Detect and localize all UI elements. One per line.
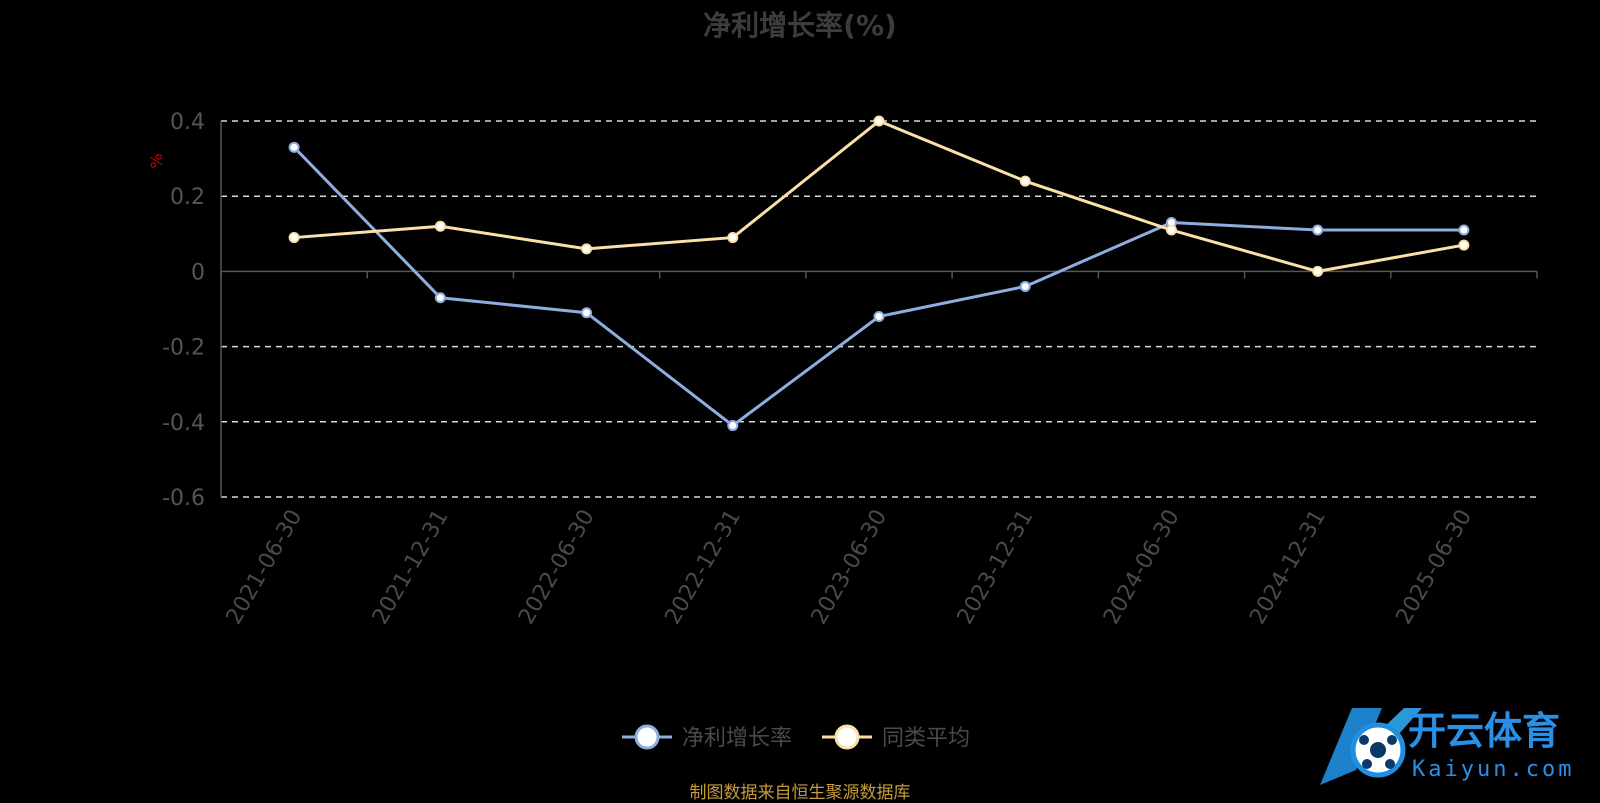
x-tick-labels: 2021-06-30 2021-12-31 2022-06-30 2022-12-31… xyxy=(222,506,1477,629)
data-point xyxy=(727,232,739,244)
data-point xyxy=(1312,265,1324,277)
y-tick-labels: 0.4 0.2 0 -0.2 -0.4 -0.6 xyxy=(162,110,205,511)
kaiyun-logo: 开云体育 Kaiyun.com xyxy=(1320,708,1574,785)
y-tick-label: 0 xyxy=(191,260,205,285)
data-point xyxy=(873,115,885,127)
data-point xyxy=(581,307,593,319)
x-tick-label: 2023-12-31 xyxy=(953,506,1039,629)
axes xyxy=(220,121,1538,497)
svg-text:开云体育: 开云体育 xyxy=(1408,709,1560,753)
y-tick-label: 0.4 xyxy=(170,110,205,135)
data-point xyxy=(1458,239,1470,251)
x-tick-label: 2024-12-31 xyxy=(1245,506,1331,629)
data-point xyxy=(1458,224,1470,236)
x-tick-label: 2022-06-30 xyxy=(514,506,600,629)
y-tick-label: -0.2 xyxy=(162,336,205,361)
legend-label: 同类平均 xyxy=(882,726,970,751)
svg-text:Kaiyun.com: Kaiyun.com xyxy=(1412,757,1574,782)
data-point xyxy=(581,243,593,255)
data-point xyxy=(1312,224,1324,236)
x-tick-label: 2025-06-30 xyxy=(1392,506,1478,629)
gridlines xyxy=(221,120,1537,498)
x-tick-label: 2021-06-30 xyxy=(222,506,308,629)
series-lines xyxy=(288,115,1470,432)
x-tick-label: 2022-12-31 xyxy=(660,506,746,629)
data-point xyxy=(288,141,300,153)
y-axis-label: % xyxy=(147,153,166,168)
x-tick-label: 2021-12-31 xyxy=(368,506,454,629)
x-tick-label: 2024-06-30 xyxy=(1099,506,1185,629)
data-point xyxy=(1019,280,1031,292)
data-point xyxy=(1165,224,1177,236)
y-tick-label: 0.2 xyxy=(170,185,205,210)
x-tick-label: 2023-06-30 xyxy=(807,506,893,629)
legend-marker xyxy=(834,724,860,750)
data-point xyxy=(434,292,446,304)
data-source-footer: 制图数据来自恒生聚源数据库 xyxy=(689,783,911,803)
data-point xyxy=(873,311,885,323)
data-point xyxy=(727,420,739,432)
series-line xyxy=(293,146,1464,428)
y-tick-label: -0.6 xyxy=(162,486,205,511)
chart-title: 净利增长率(%) xyxy=(703,9,897,42)
legend: 净利增长率 同类平均 xyxy=(622,724,970,751)
data-point xyxy=(288,232,300,244)
data-point xyxy=(434,220,446,232)
legend-label: 净利增长率 xyxy=(682,726,792,751)
legend-marker xyxy=(634,724,660,750)
data-point xyxy=(1019,175,1031,187)
y-tick-label: -0.4 xyxy=(162,411,205,436)
